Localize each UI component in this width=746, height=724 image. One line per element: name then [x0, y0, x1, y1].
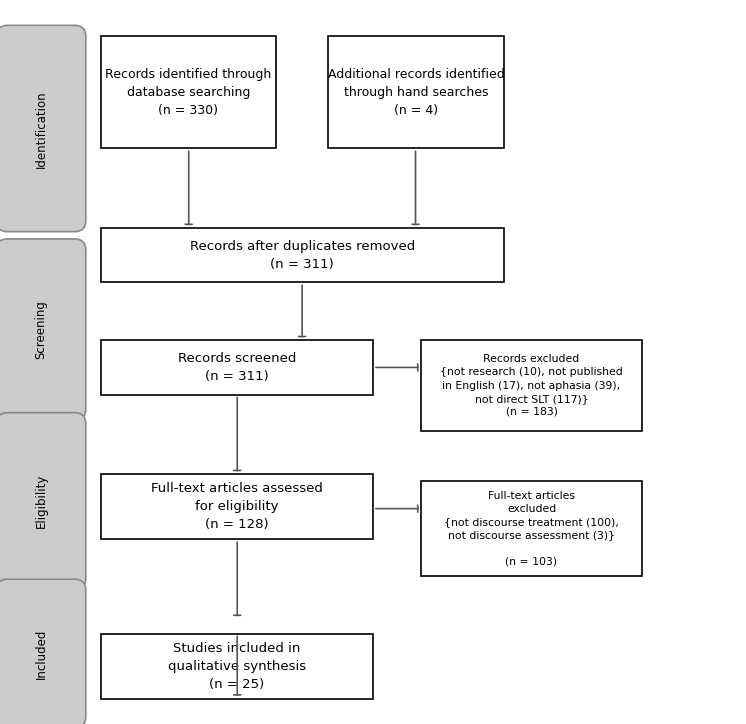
Text: Identification: Identification	[34, 90, 48, 168]
Bar	[101, 228, 504, 282]
Bar	[101, 36, 276, 148]
Text: Records identified through
database searching
(n = 330): Records identified through database sear…	[105, 68, 272, 117]
Bar	[328, 36, 504, 148]
Text: Studies included in
qualitative synthesis
(n = 25): Studies included in qualitative synthesi…	[168, 641, 306, 691]
Bar	[421, 340, 642, 431]
Bar	[101, 340, 373, 395]
Text: Records screened
(n = 311): Records screened (n = 311)	[178, 352, 296, 383]
Text: Records after duplicates removed
(n = 311): Records after duplicates removed (n = 31…	[189, 240, 415, 271]
FancyBboxPatch shape	[0, 25, 86, 232]
FancyBboxPatch shape	[0, 579, 86, 724]
FancyBboxPatch shape	[0, 239, 86, 420]
Text: Screening: Screening	[34, 300, 48, 359]
Text: Additional records identified
through hand searches
(n = 4): Additional records identified through ha…	[327, 68, 504, 117]
Bar	[421, 481, 642, 576]
Text: Included: Included	[34, 628, 48, 679]
Bar	[101, 634, 373, 699]
Bar	[101, 474, 373, 539]
Text: Eligibility: Eligibility	[34, 473, 48, 529]
Text: Full-text articles
excluded
{not discourse treatment (100),
not discourse assess: Full-text articles excluded {not discour…	[444, 491, 619, 566]
FancyBboxPatch shape	[0, 413, 86, 590]
Text: Records excluded
{not research (10), not published
in English (17), not aphasia : Records excluded {not research (10), not…	[440, 354, 623, 417]
Text: Full-text articles assessed
for eligibility
(n = 128): Full-text articles assessed for eligibil…	[151, 482, 323, 531]
